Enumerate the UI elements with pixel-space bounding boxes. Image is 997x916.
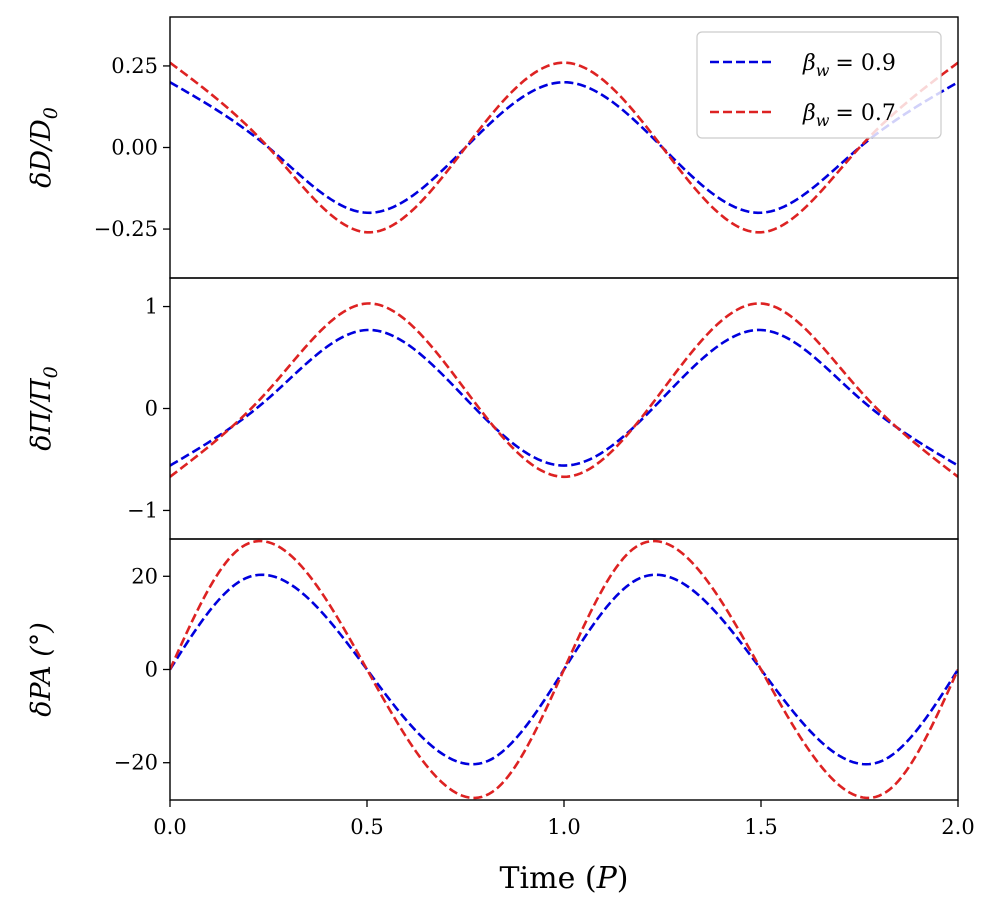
panel-frame bbox=[169, 277, 959, 540]
y-tick-label: 0.25 bbox=[111, 54, 158, 78]
shared-x-axis: 0.0 0.5 1.0 1.5 2.0 bbox=[153, 800, 975, 839]
legend-label: βw = 0.9 bbox=[802, 51, 896, 80]
y-tick-label: 0 bbox=[145, 658, 158, 682]
y-tick-label: −0.25 bbox=[94, 217, 158, 241]
series-line-dPA-2 bbox=[170, 539, 958, 800]
panel-dD: −0.25 0.00 0.25 δD/D0 bbox=[26, 16, 959, 279]
y-tick-label: 20 bbox=[131, 564, 158, 588]
y-tick-label: −20 bbox=[114, 751, 158, 775]
series-line-dPi-1 bbox=[170, 328, 958, 467]
panel-dPi: −1 0 1 δΠ/Π0 bbox=[26, 277, 959, 540]
x-tick-label: 0.5 bbox=[350, 815, 383, 839]
y-tick-label: 1 bbox=[145, 295, 158, 319]
x-axis-label: Time (P) bbox=[500, 861, 629, 896]
y-tick-label: 0 bbox=[145, 397, 158, 421]
y-axis-label-dPA: δPA (°) bbox=[26, 622, 57, 717]
x-tick-label: 1.5 bbox=[744, 815, 777, 839]
x-tick-label: 2.0 bbox=[941, 815, 974, 839]
legend: βw = 0.9 βw = 0.7 bbox=[696, 31, 942, 139]
panel-dPA: −20 0 20 δPA (°) bbox=[26, 538, 959, 801]
legend-label: βw = 0.7 bbox=[802, 101, 896, 130]
series-line-dPi-2 bbox=[170, 302, 958, 479]
y-tick-label: −1 bbox=[127, 498, 158, 522]
x-tick-label: 1.0 bbox=[547, 815, 580, 839]
x-tick-label: 0.0 bbox=[153, 815, 186, 839]
series-line-dD-1 bbox=[170, 80, 958, 215]
y-tick-label: 0.00 bbox=[111, 136, 158, 160]
y-axis-label-dD: δD/D0 bbox=[26, 107, 62, 188]
y-axis-label-dPi: δΠ/Π0 bbox=[26, 366, 62, 451]
